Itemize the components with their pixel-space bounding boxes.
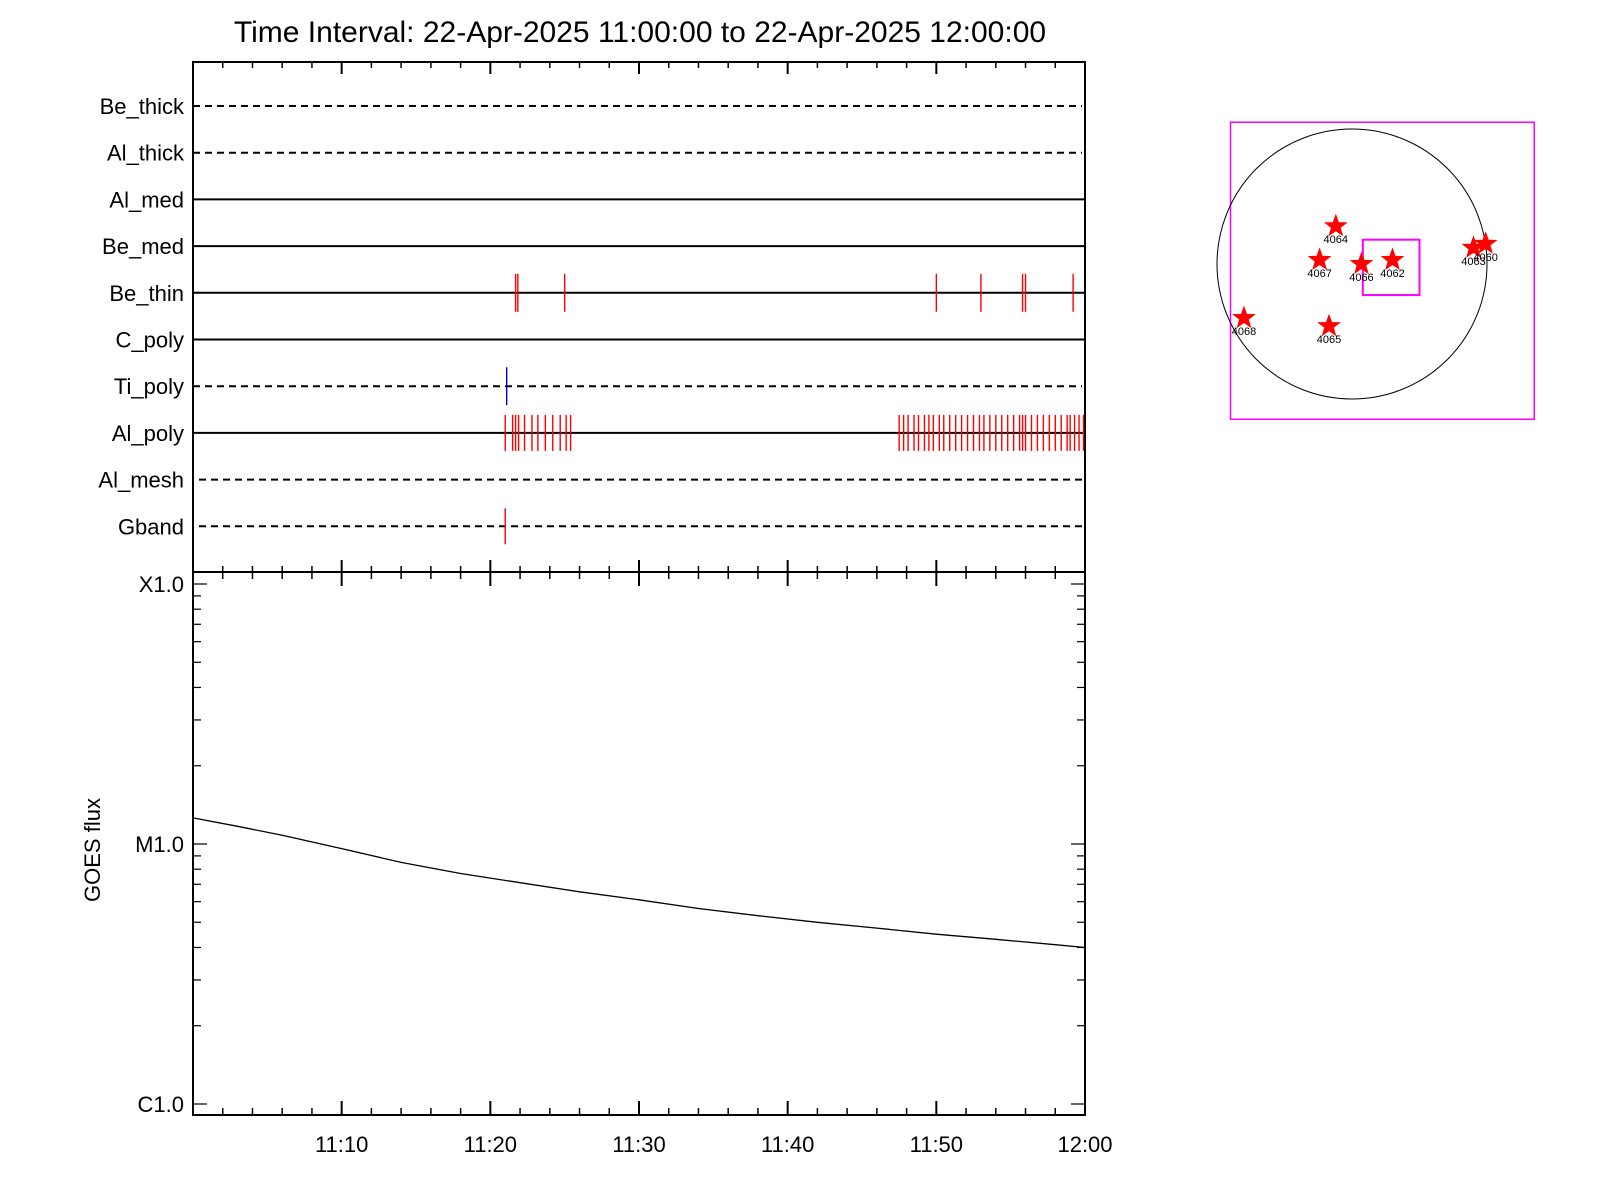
x-tick-label: 11:40 (761, 1132, 814, 1157)
filter-row-label: Be_med (102, 234, 184, 259)
x-tick-label: 12:00 (1057, 1132, 1112, 1157)
field-of-view-box (1229, 121, 1535, 420)
goes-panel-frame (192, 571, 1086, 1116)
active-region-star (1317, 313, 1341, 337)
active-region-label: 4060 (1473, 252, 1497, 264)
y-tick-label: C1.0 (138, 1092, 184, 1117)
filter-row-label: Be_thin (109, 281, 184, 306)
active-region-label: 4065 (1317, 334, 1341, 346)
active-region-label: 4064 (1324, 234, 1348, 246)
active-region-label: 4066 (1349, 272, 1373, 284)
chart-title: Time Interval: 22-Apr-2025 11:00:00 to 2… (234, 16, 1046, 49)
active-region-label: 4063 (1461, 256, 1485, 268)
goes-panel: X1.0 M1.0 C1.0 11:10 11:20 11:30 11:40 11:50 12:… (80, 571, 1113, 1157)
filter-row-label: Ti_poly (114, 374, 184, 399)
active-region-star (1473, 231, 1498, 254)
filter-panel: Be_thick Al_thick Al_med Be_med Be_thin C_pol… (98, 61, 1086, 573)
active-region-star (1349, 251, 1374, 275)
filter-row-label: Gband (118, 514, 184, 539)
filter-row-label: Al_poly (112, 421, 184, 446)
filter-row-label: Al_mesh (98, 468, 184, 493)
y-tick-label: M1.0 (135, 832, 184, 857)
filter-row-label: Be_thick (100, 94, 185, 119)
active-region-star (1323, 213, 1348, 237)
x-tick-label: 11:30 (612, 1132, 665, 1157)
x-tick-label: 11:20 (464, 1132, 517, 1157)
active-region-star (1232, 305, 1256, 329)
active-region-star (1307, 247, 1332, 270)
active-region-label: 4067 (1307, 268, 1331, 280)
active-region-star (1380, 247, 1405, 270)
x-tick-label: 11:50 (910, 1132, 963, 1157)
y-axis-label: GOES flux (80, 798, 105, 902)
active-region-label: 4068 (1232, 326, 1256, 338)
y-tick-label: X1.0 (139, 572, 184, 597)
x-tick-label: 11:10 (315, 1132, 368, 1157)
solar-disk (1216, 128, 1488, 400)
filter-row-label: C_poly (116, 328, 184, 353)
filter-panel-frame (192, 61, 1086, 573)
goes-flux-line (192, 817, 1086, 949)
filter-row-label: Al_med (109, 187, 184, 212)
active-region-label: 4062 (1380, 268, 1404, 280)
filter-row-label: Al_thick (107, 141, 185, 166)
